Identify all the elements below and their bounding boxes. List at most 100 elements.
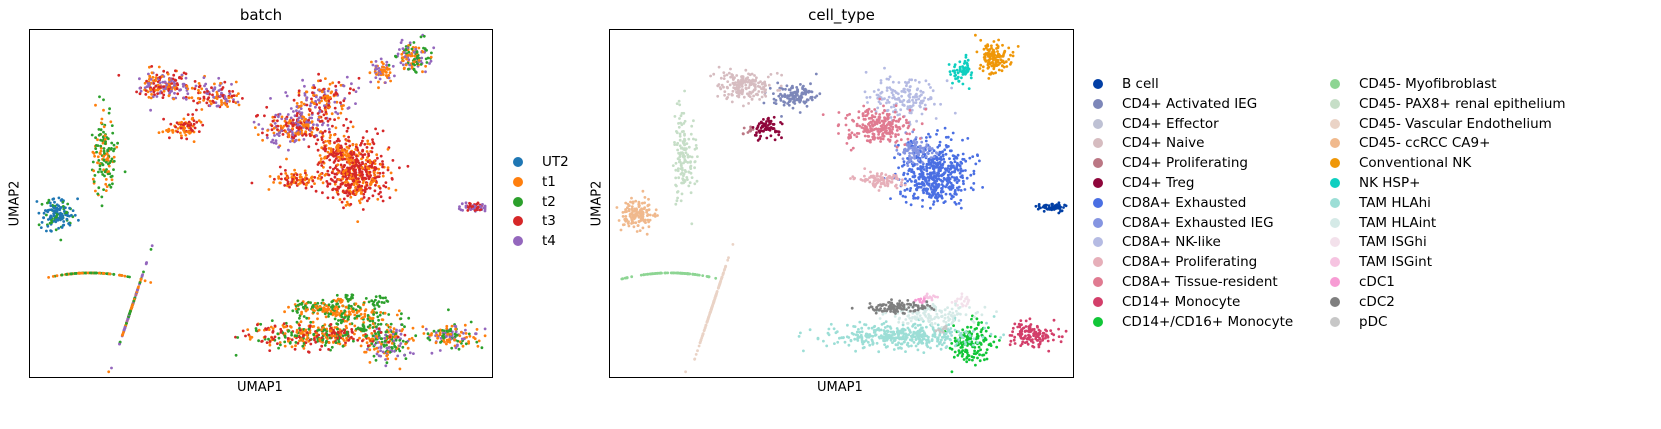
- scatter-point: [321, 123, 324, 127]
- scatter-point: [348, 322, 352, 326]
- scatter-point: [350, 166, 353, 169]
- scatter-point: [339, 146, 342, 150]
- scatter-point: [921, 146, 925, 150]
- scatter-point: [267, 328, 271, 331]
- scatter-point: [375, 334, 378, 338]
- scatter-point: [70, 213, 73, 217]
- scatter-point: [1030, 339, 1033, 343]
- scatter-point: [422, 332, 426, 335]
- scatter-point: [330, 112, 334, 116]
- scatter-point: [883, 109, 886, 112]
- scatter-point: [366, 317, 370, 321]
- scatter-point: [151, 95, 155, 99]
- scatter-point: [370, 332, 374, 335]
- scatter-point: [892, 173, 896, 177]
- scatter-point: [302, 306, 306, 310]
- scatter-point: [326, 169, 330, 173]
- scatter-point: [371, 322, 375, 325]
- scatter-point: [371, 63, 375, 67]
- scatter-point: [874, 112, 878, 115]
- scatter-point: [774, 130, 777, 134]
- scatter-point: [73, 213, 77, 217]
- scatter-point: [308, 109, 312, 113]
- scatter-point: [950, 86, 953, 90]
- scatter-point: [948, 177, 952, 181]
- scatter-point: [285, 157, 288, 161]
- scatter-point: [386, 168, 390, 172]
- scatter-point: [396, 335, 400, 339]
- legend-label: t4: [542, 233, 556, 250]
- scatter-point: [152, 90, 156, 94]
- scatter-point: [370, 299, 374, 303]
- scatter-point: [384, 364, 388, 368]
- scatter-point: [305, 103, 309, 107]
- scatter-point: [285, 176, 289, 180]
- scatter-point: [783, 101, 787, 104]
- scatter-point: [767, 128, 771, 131]
- scatter-point: [904, 200, 908, 204]
- scatter-point: [795, 86, 799, 89]
- scatter-point: [320, 328, 323, 332]
- scatter-point: [367, 197, 371, 200]
- scatter-point: [70, 272, 74, 276]
- scatter-point: [186, 130, 190, 134]
- scatter-point: [754, 79, 757, 83]
- scatter-point: [331, 153, 335, 157]
- scatter-point: [949, 167, 952, 171]
- scatter-point: [424, 327, 428, 331]
- scatter-point: [106, 148, 110, 152]
- scatter-point: [329, 149, 333, 153]
- scatter-point: [900, 90, 904, 93]
- scatter-point: [185, 137, 189, 141]
- scatter-point: [334, 91, 338, 94]
- scatter-point: [327, 303, 331, 307]
- scatter-point: [398, 166, 401, 170]
- scatter-point: [168, 136, 171, 140]
- scatter-point: [383, 339, 387, 343]
- scatter-point: [879, 79, 883, 82]
- scatter-point: [454, 327, 457, 331]
- scatter-point: [746, 80, 750, 84]
- scatter-point: [304, 341, 308, 344]
- scatter-point: [778, 86, 782, 90]
- scatter-point: [879, 137, 883, 141]
- scatter-point: [324, 140, 327, 143]
- scatter-point: [391, 64, 395, 68]
- scatter-point: [900, 181, 903, 184]
- scatter-point: [318, 115, 321, 119]
- scatter-point: [52, 197, 56, 201]
- scatter-point: [400, 38, 404, 42]
- scatter-point: [1024, 329, 1028, 333]
- scatter-point: [879, 185, 882, 189]
- scatter-point: [149, 108, 152, 112]
- scatter-point: [930, 151, 934, 155]
- scatter-point: [147, 72, 150, 76]
- scatter-point: [902, 148, 906, 152]
- scatter-point: [920, 122, 924, 126]
- scatter-point: [888, 120, 892, 124]
- scatter-point: [941, 190, 945, 194]
- scatter-point: [382, 343, 386, 347]
- scatter-point: [913, 95, 916, 99]
- scatter-point: [273, 324, 277, 328]
- scatter-point: [145, 85, 149, 88]
- scatter-point: [878, 113, 882, 116]
- scatter-point: [1011, 330, 1014, 334]
- scatter-point: [891, 127, 894, 131]
- scatter-point: [364, 334, 368, 338]
- scatter-point: [368, 161, 372, 165]
- scatter-point: [115, 145, 119, 149]
- scatter-point: [345, 305, 348, 309]
- scatter-point: [324, 106, 327, 110]
- scatter-point: [908, 167, 912, 171]
- scatter-point: [884, 173, 888, 177]
- scatter-point: [474, 332, 477, 336]
- scatter-point: [787, 103, 791, 107]
- scatter-point: [964, 169, 967, 172]
- scatter-point: [932, 200, 936, 204]
- scatter-point: [981, 353, 984, 357]
- scatter-point: [894, 133, 897, 136]
- scatter-point: [201, 123, 205, 127]
- scatter-point: [292, 98, 296, 102]
- scatter-point: [324, 315, 328, 319]
